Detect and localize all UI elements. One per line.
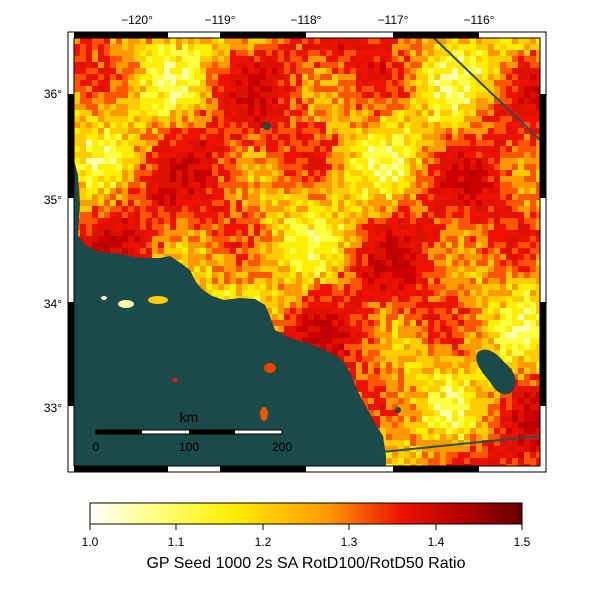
island-san-clemente: [260, 407, 268, 421]
island-santa-rosa: [118, 300, 134, 308]
lake-isabella: [263, 122, 271, 130]
colorbar-tick-label: 1.1: [168, 535, 185, 549]
colorbar: 1.0 1.1 1.2 1.3 1.4 1.5 GP Seed 1000 2s …: [82, 502, 531, 572]
colorbar-gradient: [89, 502, 523, 525]
scale-label: 0: [93, 440, 100, 454]
lat-tick-label: 36°: [44, 87, 62, 101]
colorbar-tick-label: 1.2: [255, 535, 272, 549]
scale-label: 100: [179, 440, 199, 454]
colorbar-tick-label: 1.0: [82, 535, 99, 549]
island-santa-barbara: [172, 378, 178, 382]
colorbar-tick-label: 1.3: [341, 535, 358, 549]
small-lake: [395, 407, 401, 413]
lon-tick-label: −118°: [291, 13, 322, 27]
scale-bar: km 0 100 200: [93, 409, 293, 454]
lon-tick-label: −120°: [121, 13, 153, 27]
lon-tick-label: −119°: [205, 13, 236, 27]
scale-unit: km: [180, 409, 199, 425]
pacific-ocean: [74, 160, 386, 466]
lon-tick-label: −117°: [378, 13, 409, 27]
mexico-border-line: [381, 435, 540, 453]
island-santa-cruz: [148, 296, 168, 304]
boundary-lines: [381, 38, 540, 453]
island-catalina: [264, 363, 276, 373]
lat-tick-label: 33°: [44, 401, 62, 415]
scale-label: 200: [272, 440, 292, 454]
colorbar-tick-label: 1.4: [428, 535, 445, 549]
ocean-layer: [74, 122, 516, 466]
lat-tick-label: 34°: [44, 297, 62, 311]
colorbar-title: GP Seed 1000 2s SA RotD100/RotD50 Ratio: [146, 555, 465, 572]
frame-ticks: [68, 32, 546, 472]
lon-tick-label: −116°: [464, 13, 495, 27]
colorbar-tick-label: 1.5: [514, 535, 531, 549]
salton-sea: [476, 349, 516, 395]
lat-axis: 36° 35° 34° 33°: [44, 87, 62, 415]
island-anacapa: [101, 296, 107, 300]
lat-tick-label: 35°: [44, 193, 62, 207]
lon-axis: −120° −119° −118° −117° −116°: [121, 13, 495, 27]
map-frame: [67, 31, 547, 473]
state-border-line: [433, 38, 540, 141]
